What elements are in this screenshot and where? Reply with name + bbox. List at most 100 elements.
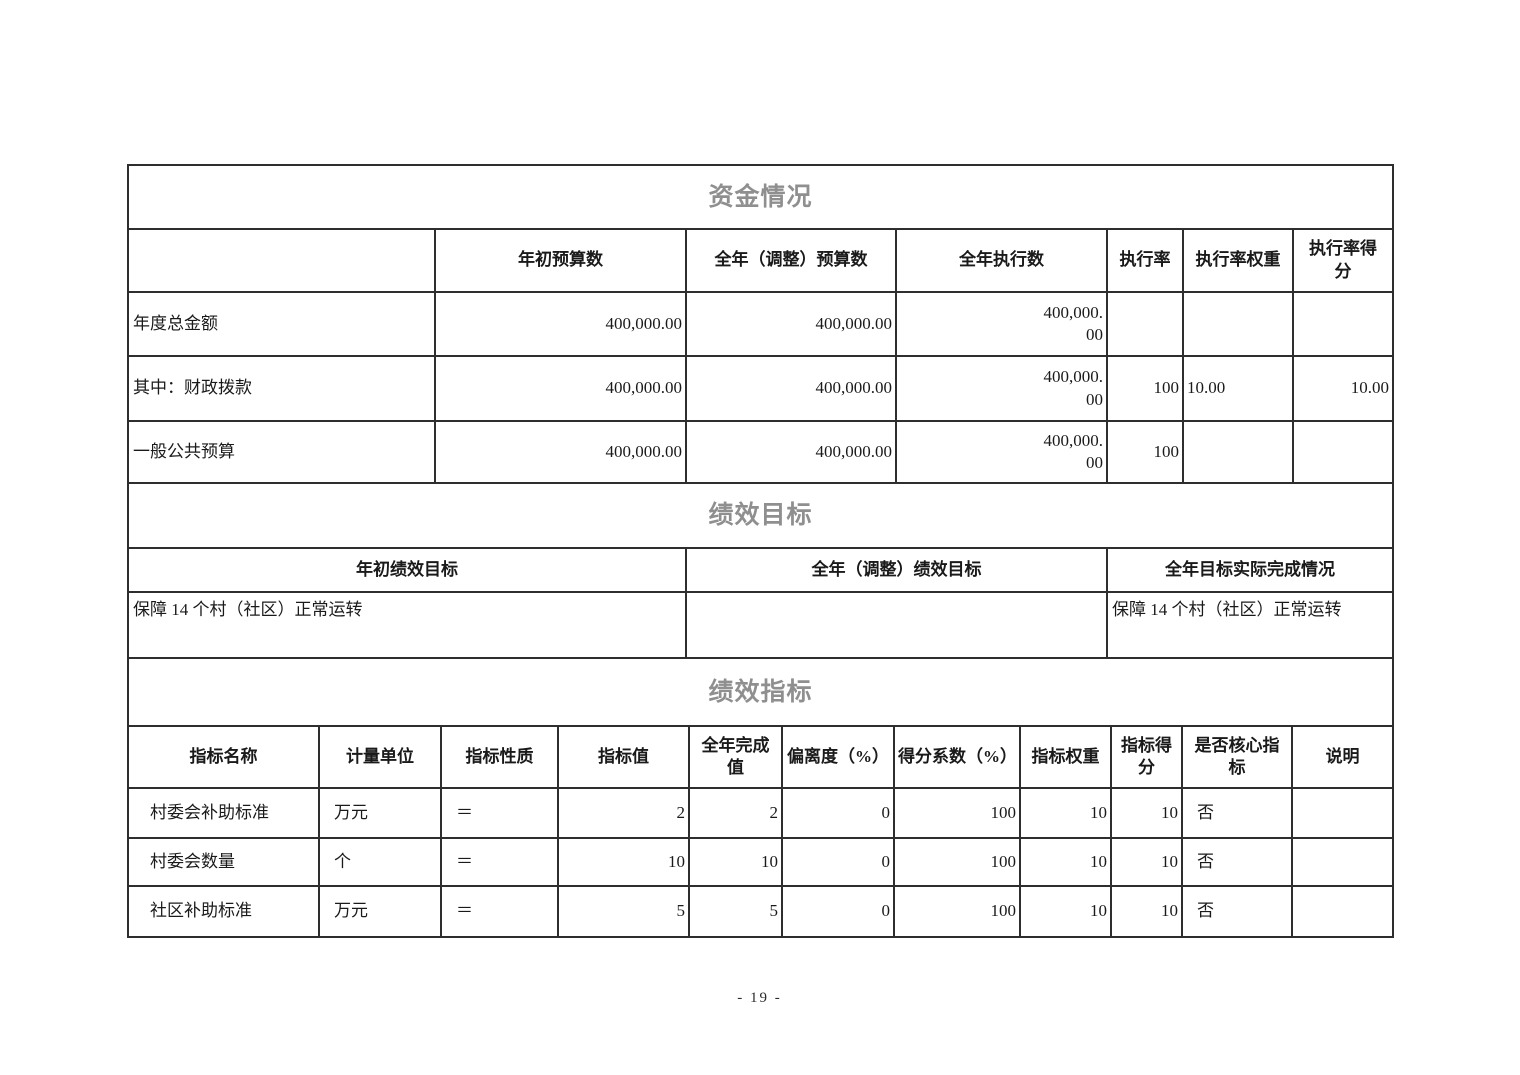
cell-is-core: 否 xyxy=(1181,787,1293,839)
indicators-header-deviation: 偏离度（%） xyxy=(781,725,895,789)
cell-nature: ＝ xyxy=(440,885,559,938)
cell-is-core: 否 xyxy=(1181,885,1293,938)
cell-adjusted-goal xyxy=(685,591,1108,659)
cell-completed-value: 5 xyxy=(688,885,783,938)
goals-header-row: 年初绩效目标 全年（调整）绩效目标 全年目标实际完成情况 xyxy=(127,547,1395,593)
goals-header-initial: 年初绩效目标 xyxy=(127,547,687,593)
indicators-header-name: 指标名称 xyxy=(127,725,320,789)
cell-score: 10 xyxy=(1110,837,1183,887)
cell-score-coefficient: 100 xyxy=(893,837,1021,887)
cell-rate-score xyxy=(1291,420,1395,484)
cell-unit: 万元 xyxy=(318,787,442,839)
funding-header-rate-weight: 执行率权重 xyxy=(1182,228,1294,293)
cell-rate-weight xyxy=(1182,420,1294,484)
indicators-header-target: 指标值 xyxy=(557,725,690,789)
funding-header-blank xyxy=(127,228,436,293)
cell-indicator-name: 社区补助标准 xyxy=(127,885,320,938)
funding-header-row: 年初预算数 全年（调整）预算数 全年执行数 执行率 执行率权重 执行率得分 xyxy=(127,228,1395,293)
cell-deviation: 0 xyxy=(781,885,895,938)
cell-score: 10 xyxy=(1110,885,1183,938)
cell-weight: 10 xyxy=(1019,837,1112,887)
cell-rate-score: 10.00 xyxy=(1291,355,1395,422)
report-sheet: 资金情况 年初预算数 全年（调整）预算数 全年执行数 执行率 执行率权重 执行率… xyxy=(126,164,1395,1007)
indicators-section-title: 绩效指标 xyxy=(126,657,1395,727)
indicator-row-committee-count: 村委会数量 个 ＝ 10 10 0 100 10 10 否 xyxy=(127,837,1395,887)
indicators-header-score: 指标得分 xyxy=(1110,725,1183,789)
funding-row-fiscal: 其中：财政拨款 400,000.00 400,000.00 400,000.00… xyxy=(127,355,1395,422)
cell-deviation: 0 xyxy=(781,787,895,839)
cell-rate-weight: 10.00 xyxy=(1182,355,1294,422)
indicators-header-weight: 指标权重 xyxy=(1019,725,1112,789)
cell-executed: 400,000.00 xyxy=(895,355,1108,422)
funding-header-execution-rate: 执行率 xyxy=(1106,228,1184,293)
cell-rate-weight xyxy=(1182,291,1294,357)
cell-weight: 10 xyxy=(1019,787,1112,839)
indicator-row-subsidy-standard: 村委会补助标准 万元 ＝ 2 2 0 100 10 10 否 xyxy=(127,787,1395,839)
cell-execution-rate xyxy=(1106,291,1184,357)
cell-initial-goal: 保障 14 个村（社区）正常运转 xyxy=(127,591,687,659)
indicators-header-is-core: 是否核心指标 xyxy=(1181,725,1293,789)
cell-adjusted-budget: 400,000.00 xyxy=(685,355,897,422)
cell-score-coefficient: 100 xyxy=(893,885,1021,938)
goals-header-actual: 全年目标实际完成情况 xyxy=(1105,547,1395,593)
cell-indicator-name: 村委会补助标准 xyxy=(127,787,320,839)
cell-adjusted-budget: 400,000.00 xyxy=(685,420,897,484)
indicators-header-nature: 指标性质 xyxy=(440,725,559,789)
indicators-table: 绩效指标 指标名称 计量单位 指标性质 指标值 全年完成值 偏离度（%） 得分系… xyxy=(126,657,1395,938)
cell-initial-budget: 400,000.00 xyxy=(434,355,687,422)
funding-title-row: 资金情况 xyxy=(126,164,1395,230)
goals-table: 绩效目标 年初绩效目标 全年（调整）绩效目标 全年目标实际完成情况 保障 14 … xyxy=(126,482,1395,659)
indicators-header-completed: 全年完成值 xyxy=(688,725,783,789)
indicator-row-community-standard: 社区补助标准 万元 ＝ 5 5 0 100 10 10 否 xyxy=(127,885,1395,938)
indicators-title-row: 绩效指标 xyxy=(126,657,1395,727)
funding-header-rate-score: 执行率得分 xyxy=(1291,228,1395,293)
cell-target-value: 10 xyxy=(557,837,690,887)
funding-row-label: 一般公共预算 xyxy=(127,420,436,484)
cell-target-value: 2 xyxy=(557,787,690,839)
funding-header-adjusted-budget: 全年（调整）预算数 xyxy=(685,228,897,293)
cell-note xyxy=(1290,837,1395,887)
cell-execution-rate: 100 xyxy=(1106,420,1184,484)
page-number: - 19 - xyxy=(737,990,782,1006)
funding-section-title: 资金情况 xyxy=(126,164,1395,230)
goals-title-row: 绩效目标 xyxy=(126,482,1395,549)
cell-completed-value: 10 xyxy=(688,837,783,887)
cell-nature: ＝ xyxy=(440,787,559,839)
funding-row-total: 年度总金额 400,000.00 400,000.00 400,000.00 xyxy=(127,291,1395,357)
funding-table: 资金情况 年初预算数 全年（调整）预算数 全年执行数 执行率 执行率权重 执行率… xyxy=(126,164,1395,484)
cell-unit: 万元 xyxy=(318,885,442,938)
cell-completed-value: 2 xyxy=(688,787,783,839)
cell-score-coefficient: 100 xyxy=(893,787,1021,839)
indicators-header-unit: 计量单位 xyxy=(318,725,442,789)
cell-note xyxy=(1290,885,1395,938)
indicators-header-row: 指标名称 计量单位 指标性质 指标值 全年完成值 偏离度（%） 得分系数（%） … xyxy=(127,725,1395,789)
cell-deviation: 0 xyxy=(781,837,895,887)
cell-note xyxy=(1290,787,1395,839)
cell-unit: 个 xyxy=(318,837,442,887)
goals-content-row: 保障 14 个村（社区）正常运转 保障 14 个村（社区）正常运转 xyxy=(127,591,1395,659)
goals-header-adjusted: 全年（调整）绩效目标 xyxy=(685,547,1108,593)
cell-executed: 400,000.00 xyxy=(895,291,1108,357)
funding-row-general-budget: 一般公共预算 400,000.00 400,000.00 400,000.00 … xyxy=(127,420,1395,484)
cell-rate-score xyxy=(1291,291,1395,357)
funding-row-label: 其中：财政拨款 xyxy=(127,355,436,422)
cell-weight: 10 xyxy=(1019,885,1112,938)
indicators-header-note: 说明 xyxy=(1290,725,1395,789)
funding-header-executed: 全年执行数 xyxy=(895,228,1108,293)
goals-section-title: 绩效目标 xyxy=(126,482,1395,549)
cell-indicator-name: 村委会数量 xyxy=(127,837,320,887)
funding-row-label: 年度总金额 xyxy=(127,291,436,357)
cell-score: 10 xyxy=(1110,787,1183,839)
cell-executed: 400,000.00 xyxy=(895,420,1108,484)
cell-execution-rate: 100 xyxy=(1106,355,1184,422)
indicators-header-score-coefficient: 得分系数（%） xyxy=(893,725,1021,789)
cell-initial-budget: 400,000.00 xyxy=(434,291,687,357)
cell-nature: ＝ xyxy=(440,837,559,887)
cell-actual-completion: 保障 14 个村（社区）正常运转 xyxy=(1105,591,1395,659)
funding-header-initial-budget: 年初预算数 xyxy=(434,228,687,293)
cell-adjusted-budget: 400,000.00 xyxy=(685,291,897,357)
cell-target-value: 5 xyxy=(557,885,690,938)
cell-is-core: 否 xyxy=(1181,837,1293,887)
cell-initial-budget: 400,000.00 xyxy=(434,420,687,484)
